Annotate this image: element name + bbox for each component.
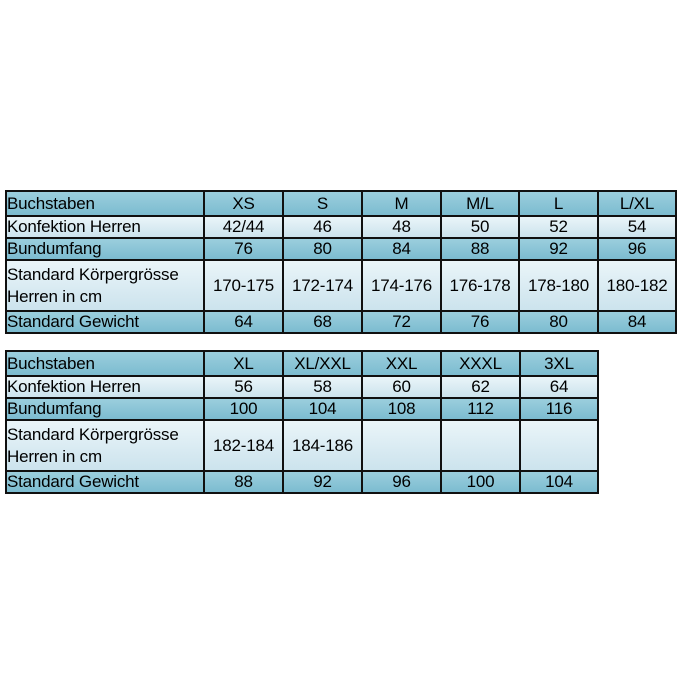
size-cell: 174-176	[361, 259, 442, 312]
size-cell: 60	[361, 375, 442, 399]
size-cell: 176-178	[440, 259, 520, 312]
size-cell: 172-174	[282, 259, 363, 312]
size-cell: 180-182	[597, 259, 677, 312]
size-cell: 58	[282, 375, 363, 399]
size-cell: 72	[361, 310, 442, 334]
table-row-buchstaben: Buchstaben XS S M M/L L L/XL	[5, 190, 677, 217]
size-cell: 92	[282, 470, 363, 494]
size-cell: 116	[519, 397, 599, 421]
size-cell: 96	[361, 470, 442, 494]
row-label: Standard Körpergrösse Herren in cm	[5, 259, 205, 312]
size-cell: 76	[440, 310, 520, 334]
size-cell: 170-175	[203, 259, 284, 312]
size-cell: 84	[597, 310, 677, 334]
row-label-line1: Standard Körpergrösse	[7, 264, 179, 284]
row-label: Konfektion Herren	[5, 375, 205, 399]
size-table-xs-to-lxl: Buchstaben XS S M M/L L L/XL Konfektion …	[5, 190, 677, 334]
table-row-gewicht: Standard Gewicht 88 92 96 100 104	[5, 470, 599, 494]
size-cell: 178-180	[518, 259, 599, 312]
size-cell: XL	[203, 350, 284, 377]
size-cell: 88	[440, 237, 520, 261]
size-cell-empty	[519, 419, 599, 472]
row-label: Standard Gewicht	[5, 310, 205, 334]
table-row-buchstaben: Buchstaben XL XL/XXL XXL XXXL 3XL	[5, 350, 599, 377]
size-cell: M/L	[440, 190, 520, 217]
size-cell: 64	[519, 375, 599, 399]
size-cell: 100	[203, 397, 284, 421]
size-cell: 182-184	[203, 419, 284, 472]
size-cell: 84	[361, 237, 442, 261]
table-row-koerpergroesse: Standard Körpergrösse Herren in cm 182-1…	[5, 419, 599, 472]
size-cell: XL/XXL	[282, 350, 363, 377]
size-cell: 48	[361, 215, 442, 239]
size-cell: 42/44	[203, 215, 284, 239]
size-cell: 80	[518, 310, 599, 334]
size-cell: 92	[518, 237, 599, 261]
row-label: Buchstaben	[5, 350, 205, 377]
size-cell: L	[518, 190, 599, 217]
size-cell: L/XL	[597, 190, 677, 217]
size-table-xl-to-3xl: Buchstaben XL XL/XXL XXL XXXL 3XL Konfek…	[5, 350, 599, 494]
size-cell: 104	[519, 470, 599, 494]
size-cell: 62	[440, 375, 521, 399]
size-cell: 100	[440, 470, 521, 494]
table-row-bundumfang: Bundumfang 76 80 84 88 92 96	[5, 237, 677, 261]
row-label-line2: Herren in cm	[7, 286, 102, 306]
table-row-koerpergroesse: Standard Körpergrösse Herren in cm 170-1…	[5, 259, 677, 312]
size-cell: S	[282, 190, 363, 217]
table-row-konfektion: Konfektion Herren 56 58 60 62 64	[5, 375, 599, 399]
size-cell: 96	[597, 237, 677, 261]
size-cell: 108	[361, 397, 442, 421]
row-label: Standard Gewicht	[5, 470, 205, 494]
table-row-bundumfang: Bundumfang 100 104 108 112 116	[5, 397, 599, 421]
size-cell: M	[361, 190, 442, 217]
size-cell: 88	[203, 470, 284, 494]
size-cell: 64	[203, 310, 284, 334]
size-cell: 112	[440, 397, 521, 421]
size-cell: 76	[203, 237, 284, 261]
row-label: Bundumfang	[5, 397, 205, 421]
size-cell-empty	[440, 419, 521, 472]
size-cell: 80	[282, 237, 363, 261]
row-label-line1: Standard Körpergrösse	[7, 424, 179, 444]
size-cell: 50	[440, 215, 520, 239]
size-cell: XS	[203, 190, 284, 217]
size-cell: 184-186	[282, 419, 363, 472]
table-row-gewicht: Standard Gewicht 64 68 72 76 80 84	[5, 310, 677, 334]
size-cell: XXL	[361, 350, 442, 377]
size-cell-empty	[361, 419, 442, 472]
size-cell: 104	[282, 397, 363, 421]
row-label: Konfektion Herren	[5, 215, 205, 239]
size-cell: 46	[282, 215, 363, 239]
size-cell: XXXL	[440, 350, 521, 377]
row-label: Buchstaben	[5, 190, 205, 217]
row-label: Standard Körpergrösse Herren in cm	[5, 419, 205, 472]
size-cell: 54	[597, 215, 677, 239]
size-cell: 68	[282, 310, 363, 334]
row-label: Bundumfang	[5, 237, 205, 261]
size-cell: 52	[518, 215, 599, 239]
table-row-konfektion: Konfektion Herren 42/44 46 48 50 52 54	[5, 215, 677, 239]
size-cell: 3XL	[519, 350, 599, 377]
size-cell: 56	[203, 375, 284, 399]
row-label-line2: Herren in cm	[7, 446, 102, 466]
